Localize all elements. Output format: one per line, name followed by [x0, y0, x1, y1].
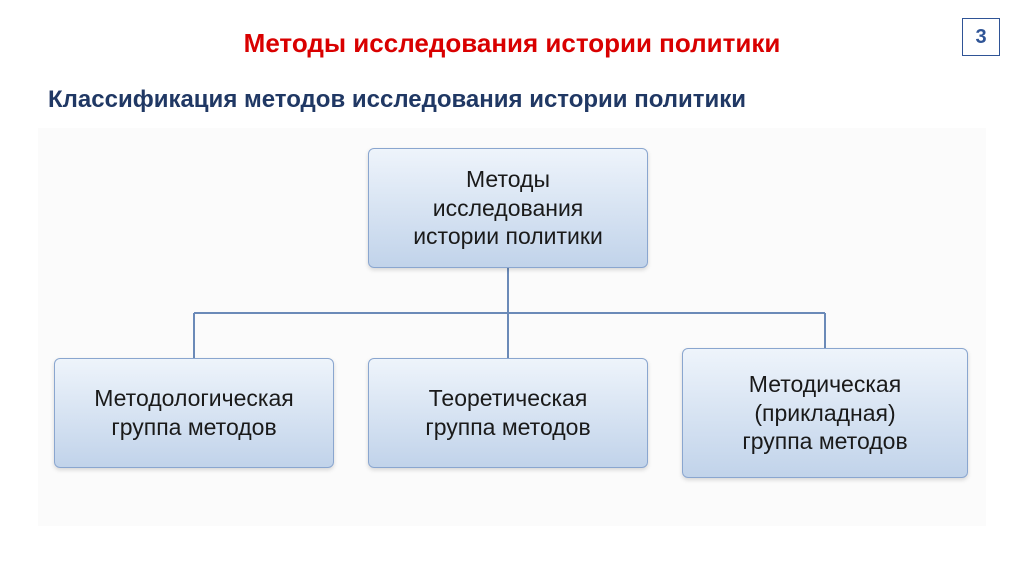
title-sub: Классификация методов исследования истор…	[48, 86, 746, 114]
node-root-label: Методы исследования истории политики	[413, 165, 603, 251]
node-child-1: Теоретическая группа методов	[368, 358, 648, 468]
node-root: Методы исследования истории политики	[368, 148, 648, 268]
slide: 3 Методы исследования истории политики К…	[0, 0, 1024, 574]
node-child-2-label: Методическая (прикладная) группа методов	[742, 370, 907, 456]
title-main: Методы исследования истории политики	[0, 28, 1024, 59]
node-child-1-label: Теоретическая группа методов	[425, 384, 590, 442]
chart-area: Методы исследования истории политики Мет…	[38, 128, 986, 526]
node-child-0-label: Методологическая группа методов	[94, 384, 294, 442]
node-child-2: Методическая (прикладная) группа методов	[682, 348, 968, 478]
node-child-0: Методологическая группа методов	[54, 358, 334, 468]
